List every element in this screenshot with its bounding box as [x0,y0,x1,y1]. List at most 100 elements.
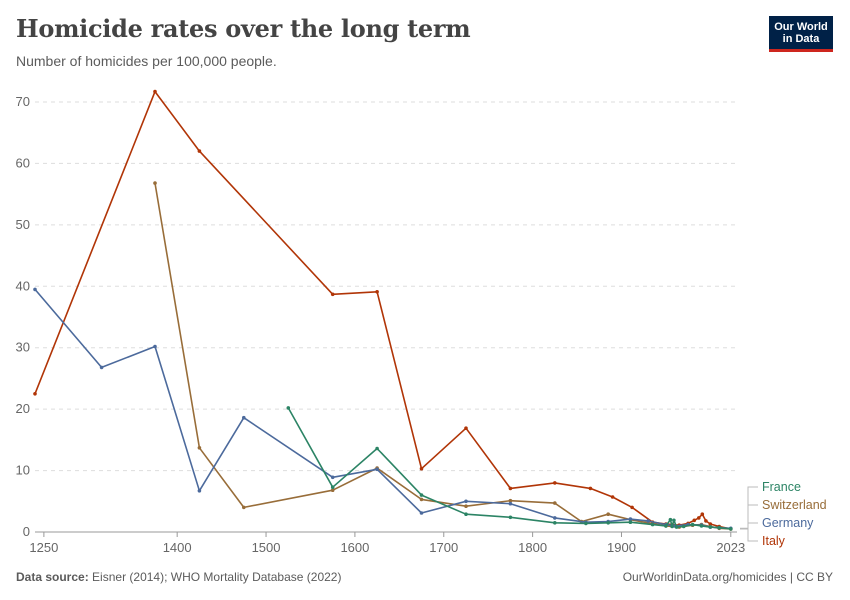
data-point-italy[interactable] [708,522,713,526]
y-tick-label: 30 [16,340,30,355]
data-point-italy[interactable] [704,519,708,523]
data-point-germany[interactable] [242,415,246,420]
data-point-switzerland[interactable] [330,488,335,493]
data-point-france[interactable] [729,527,733,531]
data-point-france[interactable] [674,525,679,529]
data-point-italy[interactable] [553,481,557,485]
data-point-france[interactable] [690,522,695,527]
series-line-switzerland[interactable] [154,182,731,530]
data-point-italy[interactable] [610,495,615,499]
source-url-link[interactable]: OurWorldinData.org/homicides | CC BY [622,570,833,584]
data-point-switzerland[interactable] [553,501,557,505]
data-point-italy[interactable] [330,292,335,297]
legend: France Switzerland Germany Italy [740,480,827,548]
data-point-switzerland[interactable] [508,498,513,503]
data-point-france[interactable] [668,517,673,522]
y-tick-label: 50 [16,217,30,232]
legend-label-switzerland[interactable]: Switzerland [762,498,827,512]
data-point-italy[interactable] [697,516,701,520]
data-point-france[interactable] [628,520,633,524]
data-point-france[interactable] [286,406,291,410]
owid-logo[interactable]: Our World in Data [769,16,833,52]
data-point-france[interactable] [375,446,379,451]
data-point-france[interactable] [708,525,713,529]
data-point-switzerland[interactable] [419,497,424,502]
y-tick-label: 10 [16,463,30,478]
data-point-switzerland[interactable] [197,446,202,450]
data-point-france[interactable] [330,485,335,490]
logo-line-1: Our World [774,20,828,33]
data-point-france[interactable] [464,512,468,516]
data-point-switzerland[interactable] [606,512,610,516]
data-point-germany[interactable] [330,475,335,480]
legend-label-germany[interactable]: Germany [762,516,814,530]
data-point-italy[interactable] [588,486,593,491]
y-tick-label: 40 [16,278,30,293]
data-point-italy[interactable] [33,392,37,396]
x-tick-label: 1400 [163,540,192,555]
data-point-italy[interactable] [197,149,202,153]
data-point-germany[interactable] [464,499,468,504]
logo-line-2: in Data [782,32,820,45]
data-point-germany[interactable] [375,467,379,472]
data-point-italy[interactable] [375,290,379,294]
grid-lines [35,101,737,533]
y-tick-label: 20 [16,401,30,416]
series-line-italy[interactable] [34,90,731,530]
data-point-switzerland[interactable] [153,181,157,185]
y-tick-label: 70 [16,94,30,109]
data-point-italy[interactable] [692,518,697,523]
x-tick-label: 1500 [252,540,281,555]
data-source: Data source: Eisner (2014); WHO Mortalit… [16,570,341,584]
y-axis-ticks: 0 10 20 30 40 50 60 70 [16,94,30,539]
data-point-germany[interactable] [153,344,157,349]
data-point-italy[interactable] [464,426,468,431]
legend-label-italy[interactable]: Italy [762,534,786,548]
data-point-germany[interactable] [419,511,424,515]
x-tick-label: 2023 [716,540,745,555]
data-point-italy[interactable] [630,505,634,510]
x-tick-label: 1700 [429,540,458,555]
data-point-france[interactable] [664,524,668,528]
chart-title: Homicide rates over the long term [16,14,471,43]
data-point-germany[interactable] [553,516,557,520]
chart-subtitle: Number of homicides per 100,000 people. [16,53,277,69]
data-point-italy[interactable] [153,89,157,94]
data-point-germany[interactable] [508,501,513,506]
data-point-germany[interactable] [33,287,37,292]
data-point-france[interactable] [553,521,557,525]
data-point-germany[interactable] [646,519,650,523]
legend-connector-italy [740,528,758,542]
data-point-france[interactable] [717,525,721,530]
data-point-france[interactable] [699,524,704,528]
series-lines [33,89,733,531]
data-point-italy[interactable] [700,512,705,516]
data-point-italy[interactable] [419,466,424,471]
data-point-france[interactable] [672,518,676,523]
data-point-switzerland[interactable] [464,504,468,509]
data-point-france[interactable] [584,521,588,526]
x-tick-label: 1900 [607,540,636,555]
data-point-germany[interactable] [99,365,104,370]
legend-connector-switzerland [740,504,758,530]
data-point-france[interactable] [508,515,513,520]
data-point-france[interactable] [650,522,655,527]
series-line-france[interactable] [287,407,731,530]
data-point-switzerland[interactable] [242,505,246,510]
data-point-france[interactable] [681,524,686,529]
data-point-germany[interactable] [197,489,202,493]
y-tick-label: 60 [16,155,30,170]
legend-label-france[interactable]: France [762,480,801,494]
data-point-germany[interactable] [628,517,633,521]
x-tick-label: 1600 [340,540,369,555]
data-source-text: Eisner (2014); WHO Mortality Database (2… [92,570,342,584]
data-point-italy[interactable] [508,486,513,491]
data-point-france[interactable] [419,493,424,497]
x-tick-label: 1250 [29,540,58,555]
data-point-france[interactable] [670,524,674,529]
data-source-label: Data source: [16,570,89,584]
x-tick-label: 1800 [518,540,547,555]
data-point-france[interactable] [606,521,610,525]
x-axis-ticks: 1250 1400 1500 1600 1700 1800 1900 2023 [29,532,745,555]
